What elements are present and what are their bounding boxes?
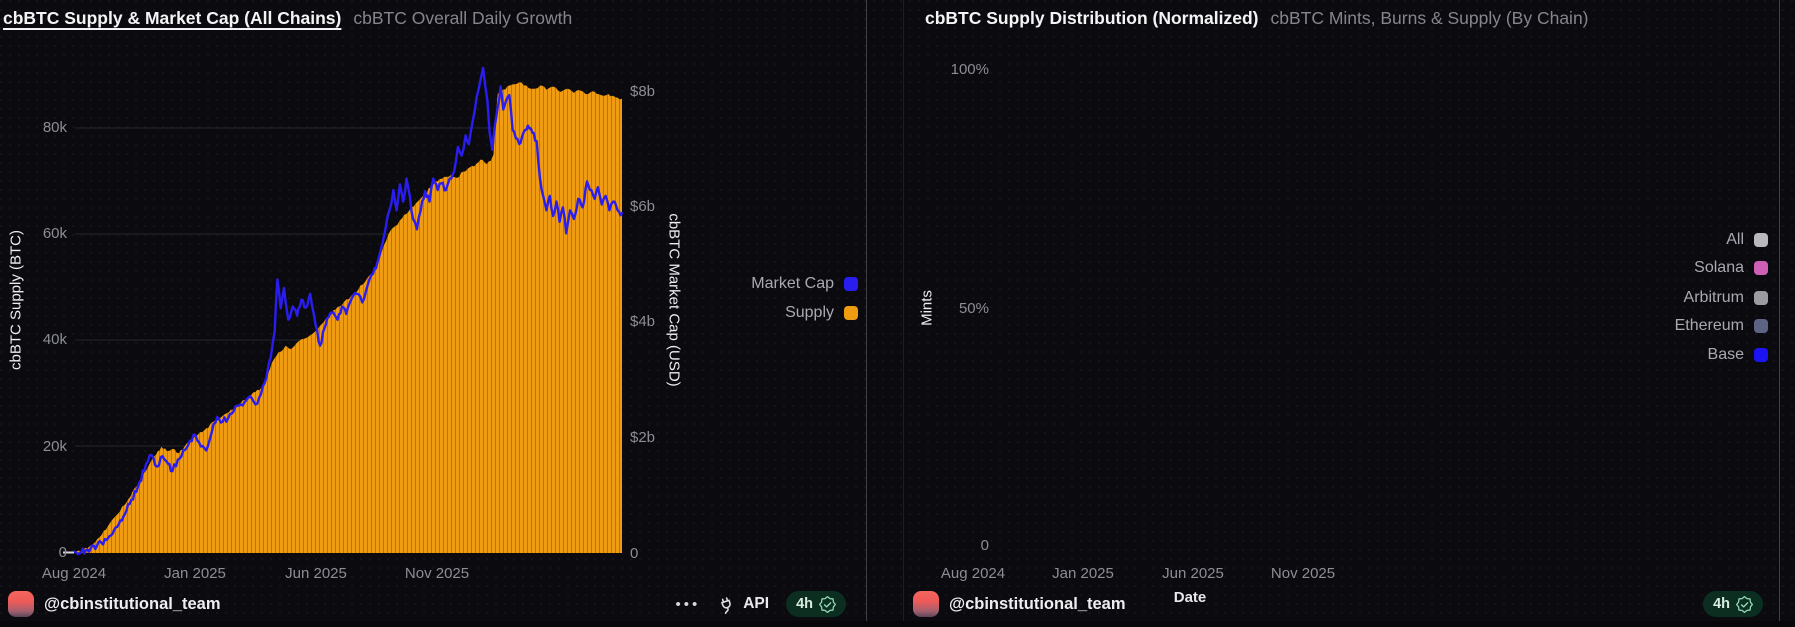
supply-marketcap-chart[interactable]: [0, 0, 866, 627]
y-tick: 20k: [42, 438, 67, 455]
y-tick: 0: [58, 544, 67, 561]
bottom-strip: [0, 621, 1795, 627]
legend-item-arbitrum[interactable]: Arbitrum: [1560, 288, 1768, 308]
y-tick: $4b: [630, 313, 656, 330]
plug-icon: [721, 596, 732, 614]
legend-swatch: [1754, 319, 1768, 333]
panel-header: cbBTC Supply & Market Cap (All Chains) c…: [3, 8, 572, 29]
panel-supply-marketcap: cbBTC Supply & Market Cap (All Chains) c…: [0, 0, 866, 627]
badge-text: 4h: [1713, 596, 1730, 612]
legend-swatch: [1754, 348, 1768, 362]
legend-label: Supply: [785, 304, 834, 321]
panel-subtitle: cbBTC Overall Daily Growth: [353, 8, 573, 28]
legend-label: Solana: [1694, 259, 1744, 276]
avatar[interactable]: [913, 591, 939, 617]
panel-footer: @cbinstitutional_team 4h: [905, 590, 1779, 618]
legend-swatch: [1754, 291, 1768, 305]
legend-swatch: [844, 306, 858, 320]
legend-item-all[interactable]: All: [1560, 230, 1768, 250]
verified-seal-icon: [819, 595, 836, 613]
x-tick: Nov 2025: [1270, 565, 1336, 582]
y-tick: 40k: [42, 331, 67, 348]
x-tick: Jun 2025: [285, 565, 347, 582]
right-edge-divider: [1779, 0, 1780, 627]
y-tick: $6b: [630, 198, 656, 215]
panel-title-link[interactable]: cbBTC Supply & Market Cap (All Chains): [3, 8, 342, 28]
y-tick: $8b: [630, 83, 656, 100]
y-tick: $2b: [630, 429, 656, 446]
legend-swatch: [1754, 261, 1768, 275]
y-tick: 100%: [950, 61, 989, 78]
api-label: API: [743, 595, 770, 612]
team-handle-link[interactable]: @cbinstitutional_team: [949, 594, 1126, 613]
api-button[interactable]: API: [717, 595, 769, 614]
freshness-badge[interactable]: 4h: [1703, 591, 1763, 617]
panel-subtitle: cbBTC Mints, Burns & Supply (By Chain): [1270, 8, 1589, 28]
panel-footer: @cbinstitutional_team ••• API 4h: [0, 590, 866, 618]
y-tick: 50%: [958, 300, 989, 317]
y-tick: 0: [980, 537, 989, 554]
legend-item-solana[interactable]: Solana: [1560, 258, 1768, 278]
y-tick: 80k: [42, 119, 67, 136]
x-tick: Aug 2024: [41, 565, 107, 582]
panel-divider-faint: [903, 0, 904, 627]
legend-swatch: [1754, 233, 1768, 247]
legend-label: Arbitrum: [1683, 289, 1744, 306]
legend-item-market-cap[interactable]: Market Cap: [638, 274, 858, 294]
legend-item-ethereum[interactable]: Ethereum: [1560, 316, 1768, 336]
x-tick: Aug 2024: [940, 565, 1006, 582]
panel-divider: [866, 0, 867, 627]
badge-text: 4h: [796, 596, 813, 612]
panel-header: cbBTC Supply Distribution (Normalized) c…: [925, 8, 1589, 29]
x-tick: Jan 2025: [1052, 565, 1114, 582]
legend-label: Ethereum: [1674, 317, 1744, 334]
x-tick: Jun 2025: [1162, 565, 1224, 582]
overflow-menu-icon[interactable]: •••: [675, 595, 701, 613]
x-tick: Nov 2025: [404, 565, 470, 582]
y-axis-title-supply: cbBTC Supply (BTC): [7, 229, 25, 371]
x-axis-title-date: Date: [1173, 589, 1207, 606]
freshness-badge[interactable]: 4h: [786, 591, 846, 617]
x-tick: Jan 2025: [164, 565, 226, 582]
legend-label: Market Cap: [751, 275, 834, 292]
y-tick: 0: [630, 545, 639, 562]
y-axis-title-marketcap: cbBTC Market Cap (USD): [665, 213, 683, 387]
panel-distribution: cbBTC Supply Distribution (Normalized) c…: [905, 0, 1779, 627]
legend-swatch: [844, 277, 858, 291]
y-tick: 60k: [42, 225, 67, 242]
panel-title-link[interactable]: cbBTC Supply Distribution (Normalized): [925, 8, 1259, 28]
legend-item-supply[interactable]: Supply: [638, 303, 858, 323]
legend-item-base[interactable]: Base: [1560, 345, 1768, 365]
avatar[interactable]: [8, 591, 34, 617]
team-handle-link[interactable]: @cbinstitutional_team: [44, 594, 221, 613]
legend-label: All: [1726, 231, 1744, 248]
legend-label: Base: [1707, 346, 1744, 363]
verified-seal-icon: [1736, 595, 1753, 613]
